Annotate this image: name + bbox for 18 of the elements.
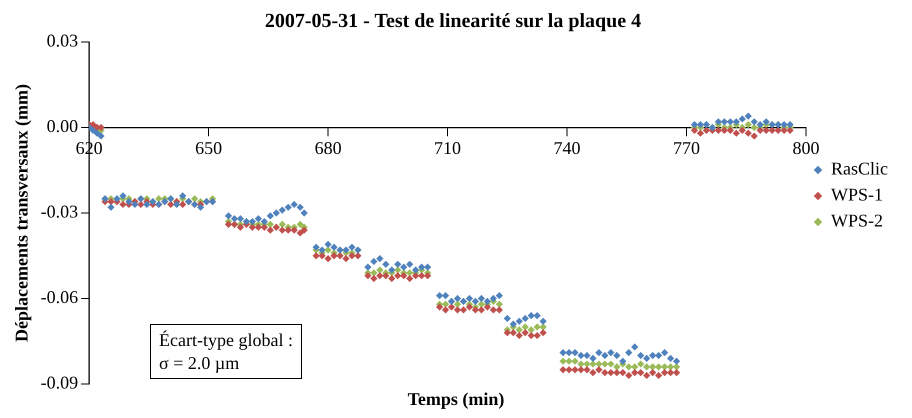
legend-label: RasClic (831, 158, 888, 179)
legend-label: WPS-2 (831, 210, 884, 231)
y-tick-label: -0.06 (40, 287, 78, 308)
y-tick-label: -0.09 (40, 372, 78, 393)
chart-title: 2007-05-31 - Test de linearité sur la plaque 4 (264, 10, 642, 32)
x-tick-label: 770 (673, 138, 700, 158)
y-tick-label: -0.03 (40, 202, 78, 222)
annotation: Écart-type global : σ = 2.0 µm (150, 324, 302, 379)
x-tick-label: 710 (434, 138, 462, 158)
x-tick-label: 680 (314, 138, 342, 158)
x-axis-title: Temps (min) (408, 389, 504, 409)
x-tick-label: 650 (195, 138, 222, 158)
y-tick-label: 0.03 (46, 30, 78, 51)
y-axis-title: Déplacements transversaux (mm) (11, 84, 32, 342)
y-tick-label: 0.00 (46, 116, 78, 136)
x-tick-label: 740 (554, 138, 581, 158)
legend-label: WPS-1 (831, 184, 884, 205)
x-tick-label: 800 (792, 138, 820, 158)
